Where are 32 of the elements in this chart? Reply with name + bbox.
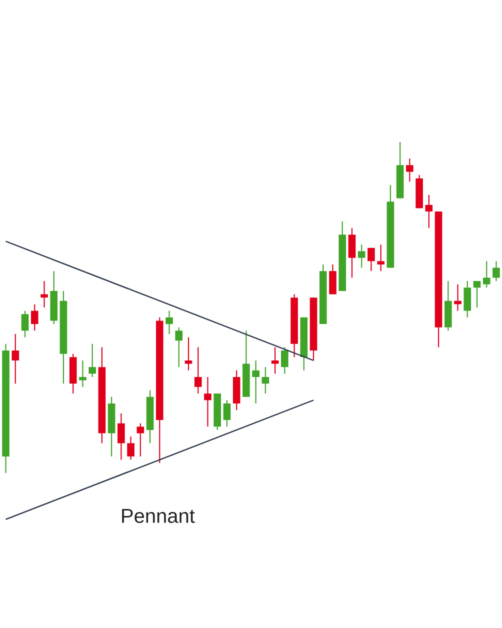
candlestick <box>358 244 366 268</box>
candlestick <box>454 284 462 312</box>
candlestick <box>473 280 481 308</box>
candlestick <box>204 376 212 428</box>
candlestick <box>194 346 202 394</box>
candlestick <box>271 346 279 374</box>
candlestick <box>406 158 414 182</box>
candlestick <box>252 360 260 404</box>
candlestick <box>329 264 336 295</box>
candlestick <box>40 280 48 308</box>
candlestick <box>21 310 29 338</box>
candlestick <box>262 366 270 394</box>
candlestick <box>118 412 125 460</box>
candlestick <box>184 336 192 371</box>
candlestick <box>425 194 433 229</box>
candlestick <box>377 244 384 272</box>
candlestick <box>12 333 20 384</box>
candlestick <box>136 422 144 457</box>
candlestick <box>348 228 356 278</box>
candlestick <box>30 304 38 332</box>
candlestick <box>368 247 375 272</box>
text: Pennant <box>122 509 195 523</box>
candlestick <box>175 326 183 368</box>
candlestick <box>127 436 134 460</box>
candlestick <box>88 343 96 378</box>
candlestick <box>482 260 490 288</box>
candlestick <box>281 346 288 374</box>
candlestick <box>223 400 231 428</box>
candlestick <box>166 310 173 335</box>
candlestick <box>79 360 86 388</box>
candlestick <box>464 280 472 318</box>
candlestick <box>492 260 500 282</box>
